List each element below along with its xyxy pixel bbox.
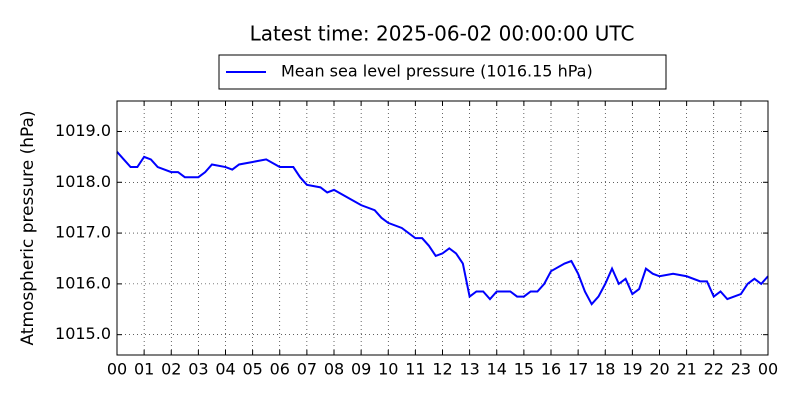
x-tick-label: 00 [107,360,127,379]
x-tick-label: 10 [378,360,398,379]
x-tick-label: 02 [161,360,181,379]
x-tick-label: 23 [731,360,751,379]
x-tick-label: 13 [459,360,479,379]
x-tick-label: 12 [432,360,452,379]
y-tick-label: 1015.0 [55,324,111,343]
y-axis-label: Atmospheric pressure (hPa) [18,110,38,345]
x-tick-label: 18 [595,360,615,379]
chart-title: Latest time: 2025-06-02 00:00:00 UTC [250,22,635,46]
y-tick-label: 1019.0 [55,121,111,140]
x-tick-label: 09 [351,360,371,379]
plot-frame [116,100,769,356]
x-tick-label: 19 [622,360,642,379]
y-tick-label: 1017.0 [55,223,111,242]
x-tick-label: 14 [487,360,507,379]
x-tick-label: 00 [758,360,778,379]
x-tick-label: 04 [215,360,235,379]
x-tick-label: 15 [514,360,534,379]
x-tick-label: 07 [297,360,317,379]
x-tick-label: 01 [134,360,154,379]
x-tick-label: 17 [568,360,588,379]
x-tick-label: 20 [649,360,669,379]
x-tick-label: 11 [405,360,425,379]
x-tick-label: 08 [324,360,344,379]
x-tick-label: 06 [270,360,290,379]
x-tick-label: 16 [541,360,561,379]
y-tick-label: 1016.0 [55,273,111,292]
x-tick-label: 21 [676,360,696,379]
x-tick-label: 22 [704,360,724,379]
data-line [116,151,769,306]
y-tick-label: 1018.0 [55,172,111,191]
x-tick-label: 05 [242,360,262,379]
legend-box [218,54,667,90]
x-tick-label: 03 [188,360,208,379]
legend-label: Mean sea level pressure (1016.15 hPa) [281,62,593,81]
